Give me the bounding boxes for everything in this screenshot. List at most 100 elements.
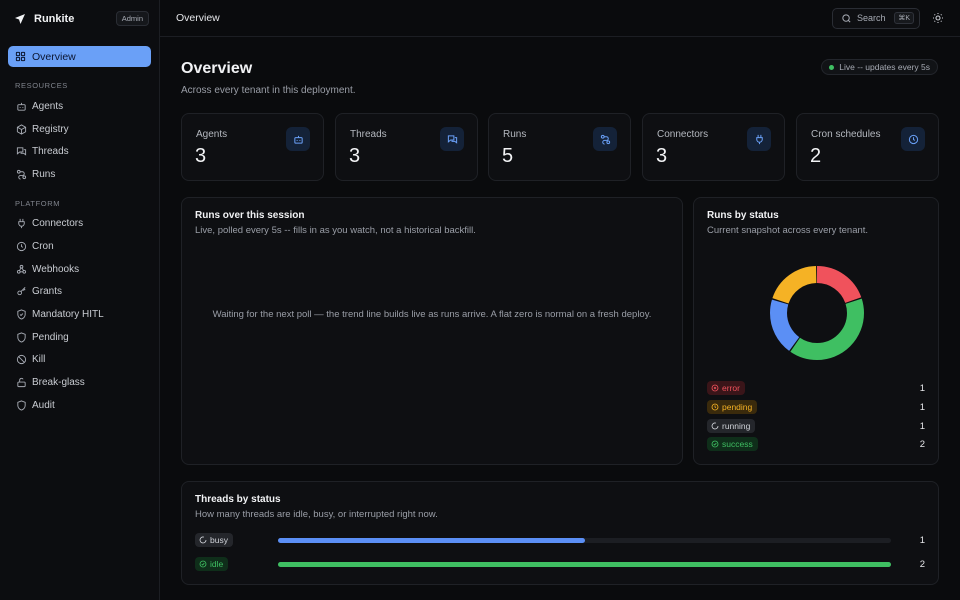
app-name: Runkite <box>34 12 75 25</box>
route-icon <box>600 134 610 145</box>
sidebar-item-label: Webhooks <box>32 263 80 275</box>
sun-icon[interactable] <box>932 12 944 24</box>
stat-card-threads[interactable]: Threads 3 <box>335 113 478 181</box>
empty-state-message: Waiting for the next poll — the trend li… <box>212 309 652 320</box>
search-label: Search <box>857 13 886 23</box>
sidebar-item-label: Kill <box>32 353 46 365</box>
bot-icon <box>17 102 26 111</box>
card-title: Threads by status <box>195 494 281 505</box>
sidebar-item-label: Connectors <box>32 217 84 229</box>
card-subtitle: How many threads are idle, busy, or inte… <box>195 509 438 520</box>
stat-value: 2 <box>810 145 822 167</box>
thread-status-row-busy: busy 1 <box>195 533 925 547</box>
sidebar-item-grants[interactable]: Grants <box>16 284 62 298</box>
webhook-icon <box>16 264 27 274</box>
status-count: 1 <box>919 534 925 546</box>
donut-slice-success[interactable] <box>770 266 864 360</box>
status-count: 2 <box>919 438 925 450</box>
sidebar-item-cron[interactable]: Cron <box>16 239 54 253</box>
sidebar-item-label: Grants <box>32 285 63 297</box>
messages-icon <box>447 134 457 144</box>
sidebar: Runkite Admin Overview RESOURCES Agents … <box>0 0 160 600</box>
status-pill: pending <box>707 400 758 414</box>
page-subtitle: Across every tenant in this deployment. <box>181 85 356 96</box>
sidebar-item-audit[interactable]: Audit <box>16 398 55 412</box>
shield-icon <box>17 399 26 411</box>
status-count: 1 <box>919 401 925 413</box>
sidebar-item-runs[interactable]: Runs <box>16 167 55 181</box>
status-count: 1 <box>919 420 925 432</box>
threads-by-status-card: Threads by status How many threads are i… <box>181 481 939 585</box>
thread-status-row-idle: idle 2 <box>195 557 925 571</box>
unlock-icon <box>17 377 26 387</box>
search-button[interactable]: Search ⌘K <box>832 7 920 29</box>
sidebar-item-label: Agents <box>32 100 64 112</box>
bar-fill-busy <box>278 538 585 543</box>
sidebar-item-mandatory-hitl[interactable]: Mandatory HITL <box>16 307 104 321</box>
stat-card-runs[interactable]: Runs 5 <box>488 113 631 181</box>
stat-value: 3 <box>656 145 668 167</box>
status-pill: error <box>707 381 745 395</box>
stat-icon-box <box>593 127 617 151</box>
stat-card-connectors[interactable]: Connectors 3 <box>642 113 785 181</box>
search-shortcut: ⌘K <box>894 12 914 24</box>
stat-label: Agents <box>196 129 228 140</box>
donut-slice-running[interactable] <box>770 266 864 360</box>
section-label-resources: RESOURCES <box>15 81 68 90</box>
sidebar-item-break-glass[interactable]: Break-glass <box>16 375 85 389</box>
stat-card-agents[interactable]: Agents 3 <box>181 113 324 181</box>
bar-fill-idle <box>278 562 891 567</box>
card-title: Runs over this session <box>195 210 305 221</box>
sidebar-item-webhooks[interactable]: Webhooks <box>16 262 79 276</box>
shield-icon <box>17 331 26 343</box>
status-pill: idle <box>195 557 229 571</box>
status-count: 1 <box>919 382 925 394</box>
card-title: Runs by status <box>707 210 779 221</box>
sidebar-item-label: Break-glass <box>32 376 85 388</box>
sidebar-item-threads[interactable]: Threads <box>16 144 69 158</box>
sidebar-item-connectors[interactable]: Connectors <box>16 216 83 230</box>
key-icon <box>17 286 26 295</box>
bar-track <box>278 562 891 567</box>
sidebar-item-label: Registry <box>32 123 69 135</box>
loader-icon <box>711 422 719 430</box>
shield-check-icon <box>17 308 26 320</box>
stat-value: 3 <box>195 145 207 167</box>
sidebar-item-label: Cron <box>32 240 54 252</box>
sidebar-item-label: Overview <box>32 50 76 63</box>
donut-slice-error[interactable] <box>770 266 864 360</box>
sidebar-item-agents[interactable]: Agents <box>16 99 63 113</box>
stat-card-cron-schedules[interactable]: Cron schedules 2 <box>796 113 939 181</box>
runs-by-status-card: Runs by status Current snapshot across e… <box>693 197 939 465</box>
sidebar-item-label: Audit <box>32 399 55 411</box>
status-legend-row-error: error 1 <box>707 381 925 395</box>
bot-icon <box>293 135 303 144</box>
sidebar-item-overview[interactable]: Overview <box>8 46 151 67</box>
stat-label: Connectors <box>657 129 709 140</box>
stat-icon-box <box>440 127 464 151</box>
live-dot <box>829 64 835 70</box>
live-badge: Live -- updates every 5s <box>821 59 938 75</box>
stat-label: Cron schedules <box>811 129 881 140</box>
sidebar-item-pending[interactable]: Pending <box>16 330 69 344</box>
sidebar-item-kill[interactable]: Kill <box>16 352 45 366</box>
page-title: Overview <box>181 60 253 77</box>
bar-track <box>278 538 891 543</box>
route-icon <box>16 169 27 180</box>
runs-status-donut-chart <box>770 266 864 360</box>
status-pill-label: idle <box>210 559 224 569</box>
status-legend-row-pending: pending 1 <box>707 400 925 414</box>
sidebar-item-label: Threads <box>32 145 69 157</box>
status-pill: busy <box>195 533 233 547</box>
sidebar-item-registry[interactable]: Registry <box>16 122 69 136</box>
messages-icon <box>16 146 27 156</box>
clock-icon <box>711 403 719 411</box>
stat-label: Threads <box>350 129 387 140</box>
clock-icon <box>908 134 918 144</box>
stat-value: 5 <box>502 145 514 167</box>
card-subtitle: Live, polled every 5s -- fills in as you… <box>195 225 476 236</box>
sidebar-item-label: Pending <box>32 331 69 343</box>
x-circle-icon <box>711 384 719 392</box>
check-circle-icon <box>199 560 207 568</box>
status-pill-label: busy <box>210 535 228 545</box>
